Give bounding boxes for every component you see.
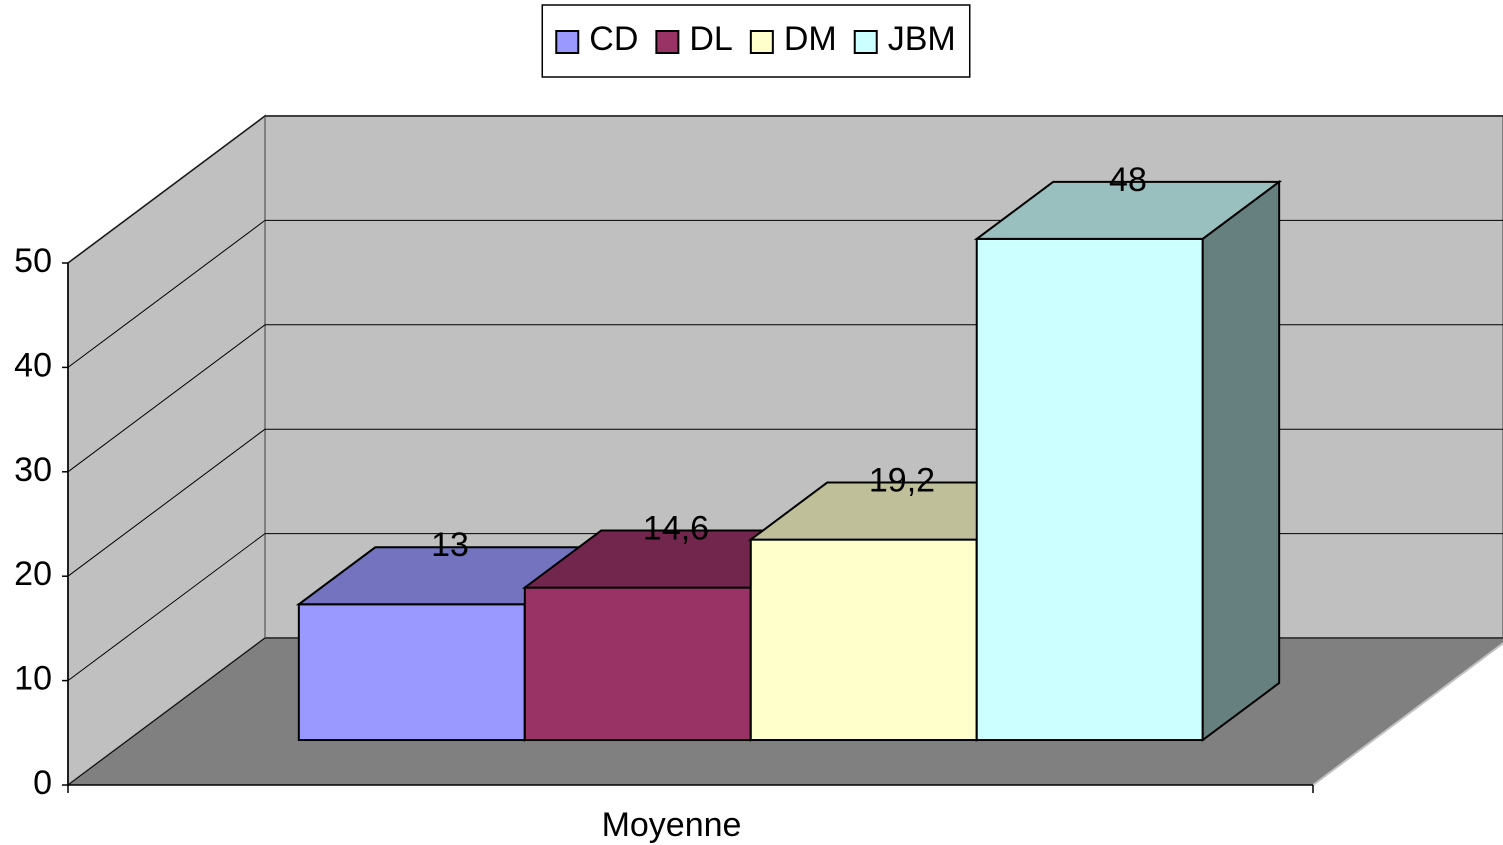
- y-tick-label: 20: [14, 555, 52, 593]
- data-label: 19,2: [869, 462, 935, 500]
- data-label: 13: [431, 526, 469, 564]
- grid-line: [67, 115, 266, 264]
- bar-front: [975, 237, 1204, 742]
- grid-line: [67, 324, 266, 473]
- bar-front: [749, 538, 978, 742]
- y-tick-label: 0: [33, 764, 52, 802]
- x-tick-label: Moyenne: [602, 806, 742, 844]
- legend-swatch: [853, 30, 878, 54]
- legend-label: CD: [589, 20, 638, 58]
- grid-line: [67, 428, 266, 577]
- data-label: 48: [1109, 161, 1147, 199]
- y-tick-label: 10: [14, 660, 52, 698]
- bar-side: [1201, 179, 1281, 743]
- floor-edge: [1312, 641, 1503, 786]
- legend-label: DL: [689, 20, 732, 58]
- legend-swatch: [555, 30, 580, 54]
- grid-line: [67, 533, 266, 682]
- bar-front: [297, 603, 526, 742]
- legend-swatch: [655, 30, 680, 54]
- grid-line: [67, 219, 266, 368]
- legend-label: DM: [784, 20, 837, 58]
- y-tick-label: 30: [14, 451, 52, 489]
- y-tick-label: 40: [14, 346, 52, 384]
- grid-line: [67, 637, 266, 786]
- legend-swatch: [749, 30, 774, 54]
- bar-front: [523, 586, 752, 742]
- legend-label: JBM: [888, 20, 956, 58]
- y-tick-label: 50: [14, 242, 52, 280]
- data-label: 14,6: [643, 510, 709, 548]
